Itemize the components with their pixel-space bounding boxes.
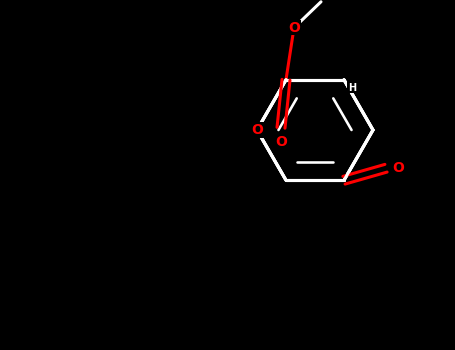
Text: H: H [348, 83, 356, 93]
Text: O: O [392, 161, 404, 175]
Text: O: O [251, 123, 263, 137]
Text: O: O [275, 135, 287, 149]
Text: O: O [288, 21, 300, 35]
